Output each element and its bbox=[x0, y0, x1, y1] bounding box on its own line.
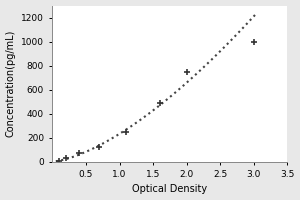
X-axis label: Optical Density: Optical Density bbox=[132, 184, 207, 194]
Y-axis label: Concentration(pg/mL): Concentration(pg/mL) bbox=[6, 30, 16, 137]
